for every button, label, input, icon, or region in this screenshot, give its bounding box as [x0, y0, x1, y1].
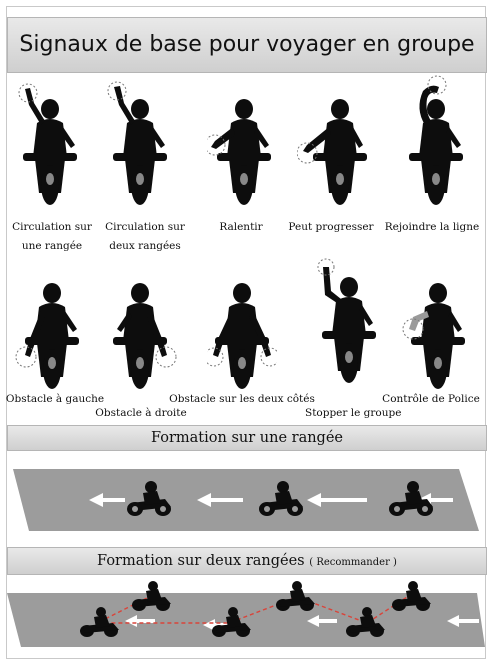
- page-title: Signaux de base pour voyager en groupe: [7, 17, 487, 73]
- formation-double-title: Formation sur deux rangées ( Recommander…: [7, 547, 487, 575]
- road-single-file: [13, 469, 479, 531]
- caption-fall-in-line: Rejoindre la ligne: [384, 221, 480, 233]
- rider-signal-police-check: [402, 283, 465, 389]
- formation-single-title: Formation sur une rangée: [7, 425, 487, 451]
- caption-police-check: Contrôle de Police: [382, 393, 480, 405]
- caption-slow-down: Ralentir: [219, 221, 263, 233]
- motorcycles-single-file: [127, 481, 433, 516]
- direction-arrows-double: [125, 615, 479, 631]
- rider-signal-single-file: [18, 83, 77, 205]
- rider-signal-proceed: [297, 99, 367, 205]
- caption-single-file: Circulation sur une rangée: [12, 221, 92, 252]
- caption-stop: Stopper le groupe: [305, 407, 402, 419]
- caption-double-file: Circulation sur deux rangées: [105, 221, 185, 252]
- caption-obstacle-left: Obstacle à gauche: [5, 393, 105, 405]
- rider-signal-fall-in-line: [409, 75, 463, 205]
- formation-double-title-text: Formation sur deux rangées: [97, 553, 305, 569]
- rider-signal-stop: [317, 258, 376, 383]
- road-double-file: [7, 581, 485, 647]
- rider-signal-obstacle-left: [15, 283, 79, 389]
- rider-signal-obstacle-right: [113, 283, 177, 389]
- infographic: Signaux de base pour voyager en groupe: [5, 6, 487, 659]
- rider-signal-obstacle-both-sides: [207, 283, 277, 389]
- caption-obstacle-both-sides: Obstacle sur les deux côtés: [169, 393, 315, 405]
- caption-proceed: Peut progresser: [288, 221, 374, 233]
- rider-signal-slow-down: [207, 99, 271, 205]
- caption-obstacle-right: Obstacle à droite: [95, 407, 187, 419]
- motorcycles-double-file: [80, 581, 431, 637]
- formation-double-note: ( Recommander ): [309, 557, 397, 568]
- rider-signal-double-file: [107, 81, 167, 205]
